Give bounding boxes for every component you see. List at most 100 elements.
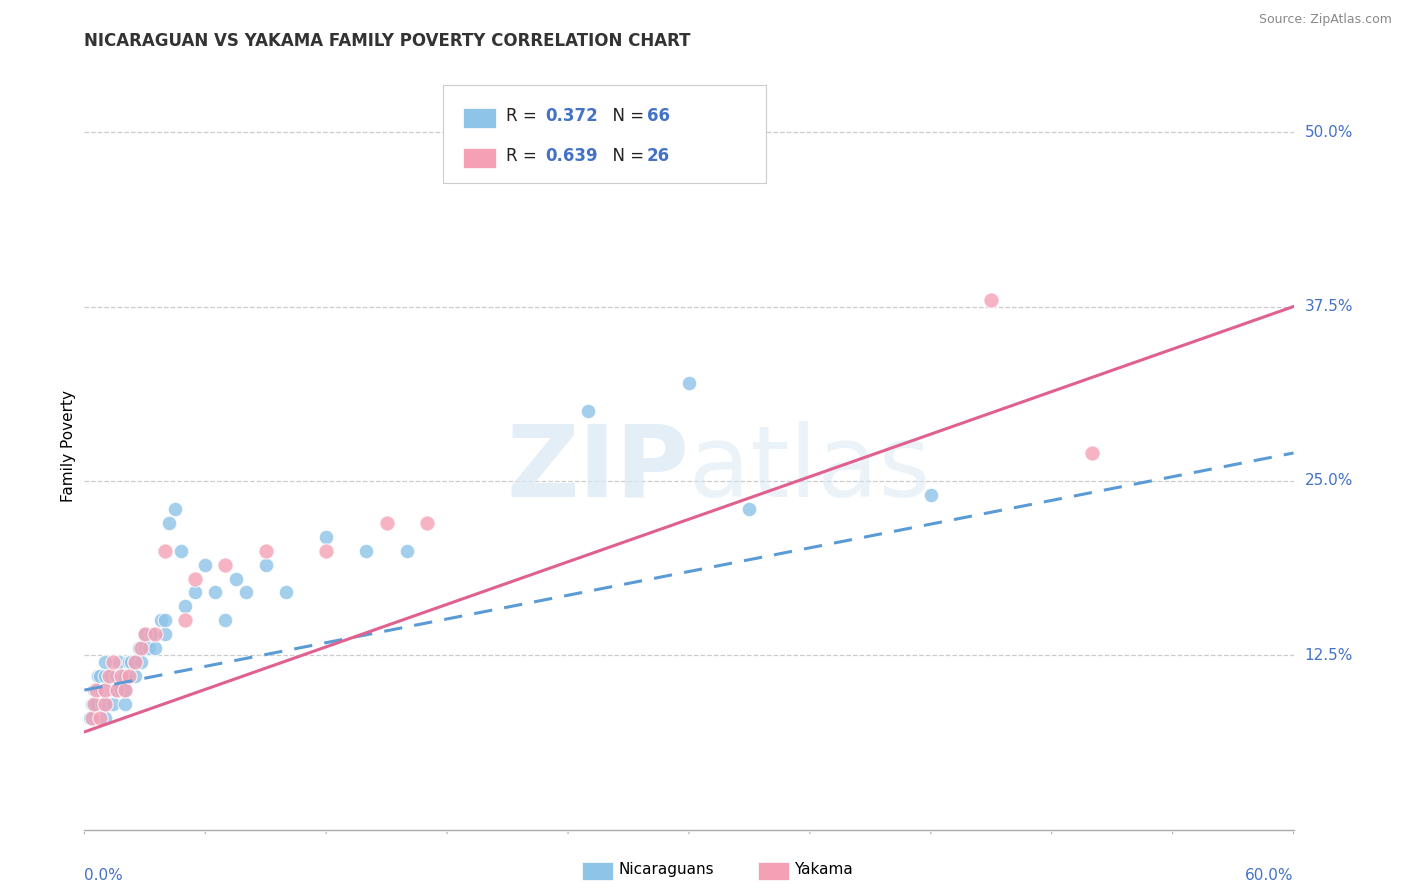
Point bbox=[214, 613, 236, 627]
Point bbox=[93, 697, 115, 711]
Point bbox=[93, 697, 115, 711]
Point bbox=[83, 683, 105, 698]
Point bbox=[235, 585, 257, 599]
Text: 26: 26 bbox=[647, 147, 669, 165]
Point bbox=[1081, 446, 1104, 460]
Point bbox=[97, 669, 120, 683]
Point bbox=[100, 669, 122, 683]
Point bbox=[143, 641, 166, 656]
Point bbox=[89, 683, 111, 698]
Point bbox=[110, 683, 132, 698]
Point bbox=[157, 516, 180, 530]
Point bbox=[184, 585, 207, 599]
Point bbox=[114, 669, 136, 683]
Point bbox=[97, 683, 120, 698]
Point bbox=[139, 627, 162, 641]
Point bbox=[129, 655, 152, 669]
Point bbox=[153, 627, 176, 641]
Point bbox=[91, 683, 114, 698]
Point bbox=[93, 711, 115, 725]
Point bbox=[107, 655, 129, 669]
Point bbox=[153, 613, 176, 627]
Point bbox=[678, 376, 700, 391]
Point bbox=[315, 530, 337, 544]
Point bbox=[101, 683, 124, 698]
Text: R =: R = bbox=[506, 107, 543, 125]
Point bbox=[138, 641, 160, 656]
Y-axis label: Family Poverty: Family Poverty bbox=[60, 390, 76, 502]
Point bbox=[105, 683, 128, 698]
Point bbox=[395, 543, 418, 558]
Point bbox=[738, 501, 761, 516]
Point bbox=[134, 627, 156, 641]
Point bbox=[356, 543, 378, 558]
Point bbox=[110, 669, 132, 683]
Point bbox=[105, 669, 128, 683]
Point bbox=[86, 683, 108, 698]
Point bbox=[93, 683, 115, 698]
Point bbox=[274, 585, 297, 599]
Point bbox=[134, 627, 156, 641]
Point bbox=[89, 669, 111, 683]
Point bbox=[124, 655, 146, 669]
Text: Nicaraguans: Nicaraguans bbox=[619, 863, 714, 877]
Point bbox=[315, 543, 337, 558]
Point bbox=[129, 641, 152, 656]
Point bbox=[93, 683, 115, 698]
Point bbox=[225, 572, 247, 586]
Point bbox=[87, 683, 110, 698]
Point bbox=[110, 669, 132, 683]
Text: 0.639: 0.639 bbox=[546, 147, 598, 165]
Text: 12.5%: 12.5% bbox=[1305, 648, 1353, 663]
Point bbox=[82, 711, 104, 725]
Point bbox=[128, 641, 150, 656]
Text: 66: 66 bbox=[647, 107, 669, 125]
Point bbox=[114, 697, 136, 711]
Text: N =: N = bbox=[602, 147, 650, 165]
Point bbox=[153, 543, 176, 558]
Text: 0.372: 0.372 bbox=[546, 107, 599, 125]
Point bbox=[79, 711, 101, 725]
Point bbox=[101, 697, 124, 711]
Point bbox=[204, 585, 226, 599]
Point bbox=[174, 613, 197, 627]
Point bbox=[86, 683, 108, 698]
Text: Source: ZipAtlas.com: Source: ZipAtlas.com bbox=[1258, 13, 1392, 27]
Text: 50.0%: 50.0% bbox=[1305, 125, 1353, 140]
Point bbox=[83, 697, 105, 711]
Point bbox=[416, 516, 439, 530]
Point bbox=[134, 641, 156, 656]
Point bbox=[104, 669, 127, 683]
Point bbox=[124, 655, 146, 669]
Point bbox=[120, 655, 142, 669]
Point bbox=[149, 613, 172, 627]
Text: 25.0%: 25.0% bbox=[1305, 474, 1353, 488]
Text: atlas: atlas bbox=[689, 420, 931, 517]
Point bbox=[87, 669, 110, 683]
Text: NICARAGUAN VS YAKAMA FAMILY POVERTY CORRELATION CHART: NICARAGUAN VS YAKAMA FAMILY POVERTY CORR… bbox=[84, 32, 690, 50]
Point bbox=[91, 697, 114, 711]
Point bbox=[214, 558, 236, 572]
Point bbox=[114, 683, 136, 698]
Text: 60.0%: 60.0% bbox=[1246, 869, 1294, 883]
Text: Yakama: Yakama bbox=[794, 863, 853, 877]
Point bbox=[254, 543, 277, 558]
Point bbox=[375, 516, 398, 530]
Point bbox=[143, 627, 166, 641]
Point bbox=[93, 655, 115, 669]
Point bbox=[111, 669, 134, 683]
Text: R =: R = bbox=[506, 147, 543, 165]
Point bbox=[118, 655, 141, 669]
Point bbox=[93, 669, 115, 683]
Point bbox=[89, 711, 111, 725]
Point bbox=[83, 697, 105, 711]
Point bbox=[114, 683, 136, 698]
Point bbox=[980, 293, 1002, 307]
Point bbox=[184, 572, 207, 586]
Point bbox=[170, 543, 193, 558]
Point bbox=[174, 599, 197, 614]
Point bbox=[194, 558, 217, 572]
Point bbox=[576, 404, 599, 418]
Point bbox=[165, 501, 187, 516]
Point bbox=[254, 558, 277, 572]
